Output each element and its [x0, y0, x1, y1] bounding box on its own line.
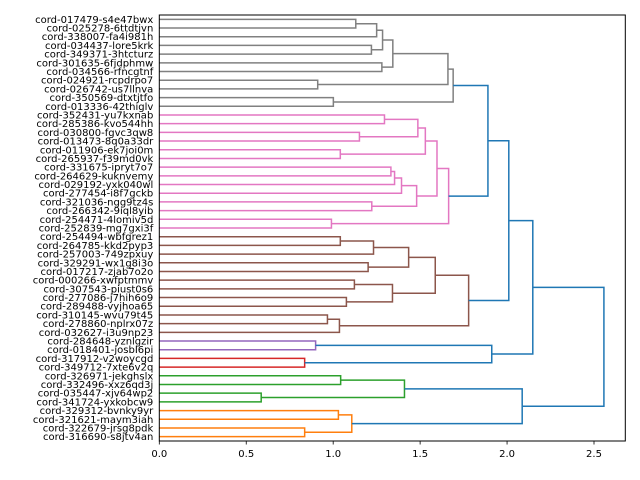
link-brown — [159, 318, 341, 334]
link-green — [159, 392, 262, 403]
leaf-label: cord-350569-dtxtjtfo — [50, 93, 154, 104]
leaf-label: cord-321036-ngg9tz4s — [40, 197, 153, 208]
leaf-label: cord-025278-6ttdtjvn — [47, 24, 154, 35]
leaf-label: cord-322679-jrsg8pdk — [43, 423, 154, 434]
leaf-label: cord-329291-wx1g8i3o — [38, 258, 154, 269]
link-gray — [159, 44, 373, 55]
x-tick-label: 2.5 — [586, 449, 602, 460]
leaf-label: cord-013336-42thiglv — [45, 102, 153, 113]
dendrogram-links — [159, 18, 605, 438]
leaf-label: cord-289488-vyjhoa65 — [40, 302, 153, 313]
link-pink — [416, 140, 438, 197]
leaf-label: cord-331675-ipryt7o7 — [44, 163, 153, 174]
leaf-label: cord-317912-v2woycgd — [36, 354, 154, 365]
link-red — [159, 357, 306, 368]
leaf-label: cord-277086-j7hih6o9 — [43, 293, 154, 304]
x-tick-label: 0.5 — [238, 449, 254, 460]
link-pink — [340, 127, 427, 155]
leaf-label: cord-034566-rfncgtnf — [46, 67, 153, 78]
leaf-label: cord-257003-749zpxuy — [37, 250, 153, 261]
leaf-label: cord-030800-fgvc3qw8 — [37, 128, 153, 139]
link-gray — [159, 96, 335, 108]
leaf-label: cord-316690-s8jtv4an — [43, 432, 153, 443]
leaf-label: cord-017479-s4e47bwx — [35, 15, 153, 26]
leaf-label: cord-029192-yxk040wl — [39, 180, 154, 191]
link-brown — [159, 279, 356, 290]
link-pink — [159, 170, 396, 186]
leaf-label: cord-266342-9iql8yib — [46, 206, 153, 217]
x-tick-label: 1.0 — [325, 449, 341, 460]
leaf-label: cord-265937-f39md0vk — [36, 154, 154, 165]
leaf-label: cord-284648-yznlgzir — [47, 337, 154, 348]
x-axis: 0.0 0.5 1.0 1.5 2.0 2.5 — [151, 441, 602, 460]
leaf-label: cord-301635-6fjdphmw — [36, 58, 153, 69]
leaf-label: cord-264629-kuknvemy — [34, 171, 153, 182]
leaf-label: cord-254471-4lomiv5d — [40, 215, 154, 226]
leaf-label: cord-307543-piust0s6 — [43, 284, 153, 295]
leaf-label: cord-034437-lore5krk — [45, 41, 153, 52]
link-above-threshold — [522, 286, 605, 407]
link-orange — [159, 427, 306, 438]
link-pink — [159, 201, 373, 212]
x-tick-label: 1.5 — [412, 449, 428, 460]
x-tick-label: 2.0 — [499, 449, 515, 460]
link-pink — [371, 184, 418, 208]
leaf-label: cord-321621-maym3iah — [33, 415, 153, 426]
leaf-labels: cord-017479-s4e47bwxcord-025278-6ttdtjvn… — [33, 15, 154, 443]
leaf-label: cord-264785-kkd2pyp3 — [37, 241, 154, 252]
link-gray — [159, 79, 319, 90]
leaf-label: cord-254494-wbfgrez1 — [40, 232, 153, 243]
axes-frame — [158, 14, 626, 442]
link-pink — [331, 167, 450, 225]
leaf-label: cord-000266-xwfptmmv — [33, 276, 154, 287]
leaf-label: cord-349712-7xte6v2q — [39, 363, 154, 374]
leaf-label: cord-285386-kvo544hh — [36, 119, 153, 130]
leaf-label: cord-277454-i8f7gckb — [43, 189, 153, 200]
leaf-label: cord-349371-3htcturz — [44, 50, 153, 61]
leaf-label: cord-018401-josbI6pi — [47, 345, 153, 356]
leaf-label: cord-252839-mg7gxi3f — [39, 224, 154, 235]
link-above-threshold — [448, 84, 489, 197]
link-gray — [159, 18, 357, 29]
leaf-label: cord-035447-xjv64wp2 — [38, 389, 154, 400]
leaf-label: cord-341724-yxkobcw9 — [36, 397, 153, 408]
leaf-label: cord-278860-nplrx07z — [43, 319, 154, 330]
leaf-label: cord-013473-8q0a33dr — [38, 137, 155, 148]
leaf-label: cord-332496-xxz6qd3j — [41, 380, 154, 391]
leaf-label: cord-011906-ek7joi0m — [40, 145, 153, 156]
leaf-label: cord-310145-wvu79t45 — [36, 310, 153, 321]
leaf-label: cord-329312-bvnky9yr — [40, 406, 155, 417]
link-pink — [159, 114, 386, 125]
leaf-label: cord-024921-rcpdrpo7 — [41, 76, 153, 87]
link-gray — [159, 62, 383, 73]
leaf-label: cord-338007-fa4i981h — [42, 32, 154, 43]
link-gray — [333, 68, 454, 103]
link-green — [159, 375, 342, 386]
leaf-label: cord-026742-us7llnva — [44, 84, 153, 95]
link-pink — [359, 118, 419, 138]
leaf-label: cord-017217-zjab7o2o — [41, 267, 154, 278]
leaf-label: cord-326971-jekghslx — [45, 371, 154, 382]
x-tick-label: 0.0 — [151, 449, 167, 460]
leaf-label: cord-352431-yu7kxnab — [37, 110, 153, 121]
leaf-label: cord-032627-i3u9np23 — [39, 328, 154, 339]
